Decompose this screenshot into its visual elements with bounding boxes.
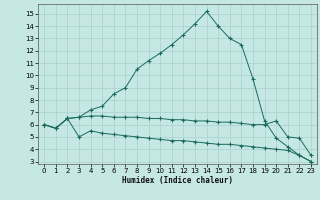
X-axis label: Humidex (Indice chaleur): Humidex (Indice chaleur) [122, 176, 233, 185]
